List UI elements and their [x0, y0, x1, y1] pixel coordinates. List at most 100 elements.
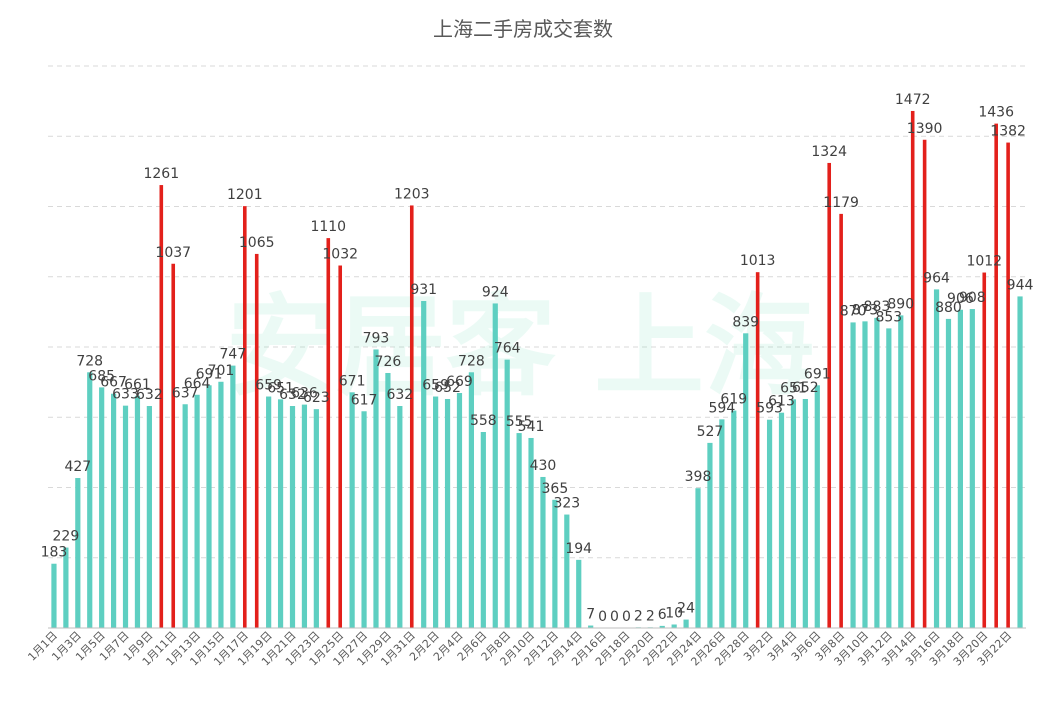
bar — [397, 406, 403, 628]
data-label: 924 — [482, 284, 509, 300]
data-label: 617 — [351, 392, 378, 408]
data-label: 793 — [363, 330, 390, 346]
data-label: 594 — [709, 400, 736, 416]
data-label: 1179 — [823, 195, 859, 211]
data-label: 1382 — [990, 124, 1026, 140]
data-label: 619 — [720, 392, 747, 408]
data-label: 398 — [685, 469, 712, 485]
data-label: 2 — [646, 608, 655, 624]
data-label: 194 — [565, 541, 592, 557]
bar — [719, 419, 725, 628]
data-label: 944 — [1007, 277, 1034, 293]
bar — [731, 410, 737, 628]
bar — [910, 110, 915, 628]
data-label: 651 — [780, 380, 807, 396]
data-label: 24 — [677, 601, 695, 617]
data-label: 890 — [887, 296, 914, 312]
data-label: 555 — [506, 414, 533, 430]
bar — [409, 205, 414, 628]
bar — [361, 411, 367, 628]
bar — [468, 372, 474, 628]
data-label: 1037 — [155, 245, 191, 261]
data-label: 880 — [935, 300, 962, 316]
data-label: 632 — [279, 387, 306, 403]
data-label: 669 — [446, 374, 473, 390]
bar — [194, 394, 200, 628]
bar — [373, 349, 379, 628]
bar — [230, 365, 236, 628]
bar — [289, 406, 296, 628]
bar — [326, 238, 331, 629]
data-label: 1201 — [227, 187, 263, 203]
bar — [338, 265, 343, 628]
data-label: 10 — [665, 605, 683, 621]
data-label: 652 — [792, 380, 819, 396]
bar — [385, 372, 391, 628]
data-label: 908 — [959, 290, 986, 306]
data-label: 613 — [768, 394, 795, 410]
data-label: 1472 — [895, 92, 931, 108]
data-label: 883 — [864, 299, 891, 315]
bar — [802, 398, 808, 628]
bar — [63, 547, 69, 628]
bar — [994, 123, 998, 629]
bar — [87, 372, 93, 628]
data-label: 183 — [41, 545, 68, 561]
bar — [111, 393, 117, 628]
data-label: 873 — [852, 302, 879, 318]
data-label: 728 — [76, 353, 103, 369]
bar — [743, 333, 749, 628]
bar — [242, 206, 247, 628]
data-label: 906 — [947, 291, 974, 307]
data-label: 633 — [112, 387, 139, 403]
bar — [790, 399, 797, 628]
data-label: 1203 — [394, 186, 430, 202]
data-label: 1065 — [239, 235, 275, 251]
data-label: 747 — [220, 347, 247, 363]
data-label: 1032 — [322, 247, 358, 263]
data-label: 728 — [458, 353, 485, 369]
bar — [134, 395, 141, 628]
bar — [933, 289, 940, 628]
bar — [266, 396, 272, 628]
bar — [755, 272, 760, 628]
bar — [218, 381, 224, 628]
data-label: 623 — [303, 390, 330, 406]
data-label: 365 — [542, 481, 569, 497]
bar — [540, 476, 546, 628]
bar — [707, 442, 713, 628]
bar — [778, 412, 785, 628]
bar — [683, 619, 689, 628]
bar — [171, 263, 176, 628]
bar — [122, 405, 129, 628]
data-label: 667 — [100, 375, 127, 391]
bar — [659, 625, 665, 628]
bar — [480, 432, 486, 628]
bar — [695, 488, 701, 628]
bar — [349, 392, 355, 628]
data-label: 0 — [622, 609, 631, 625]
x-axis-ticks: 1月1日1月3日1月5日1月7日1月9日1月11日1月13日1月15日1月17日… — [25, 629, 1014, 669]
data-label: 964 — [923, 270, 950, 286]
bar — [159, 185, 164, 628]
bar — [51, 563, 57, 628]
bar — [814, 385, 820, 628]
bar — [552, 499, 558, 628]
bar — [945, 318, 952, 628]
bar — [313, 409, 319, 628]
data-label: 636 — [291, 386, 318, 402]
bar — [1006, 142, 1010, 628]
bar — [516, 433, 522, 628]
bar — [982, 272, 987, 628]
data-label: 853 — [875, 309, 902, 325]
bar — [277, 399, 284, 628]
bar — [850, 322, 856, 628]
bar — [874, 317, 880, 628]
data-label: 764 — [494, 341, 521, 357]
bar — [969, 309, 975, 628]
data-label: 323 — [553, 496, 580, 512]
bar — [206, 385, 212, 628]
bar — [528, 437, 534, 628]
data-label: 541 — [518, 419, 545, 435]
bar — [146, 406, 152, 628]
